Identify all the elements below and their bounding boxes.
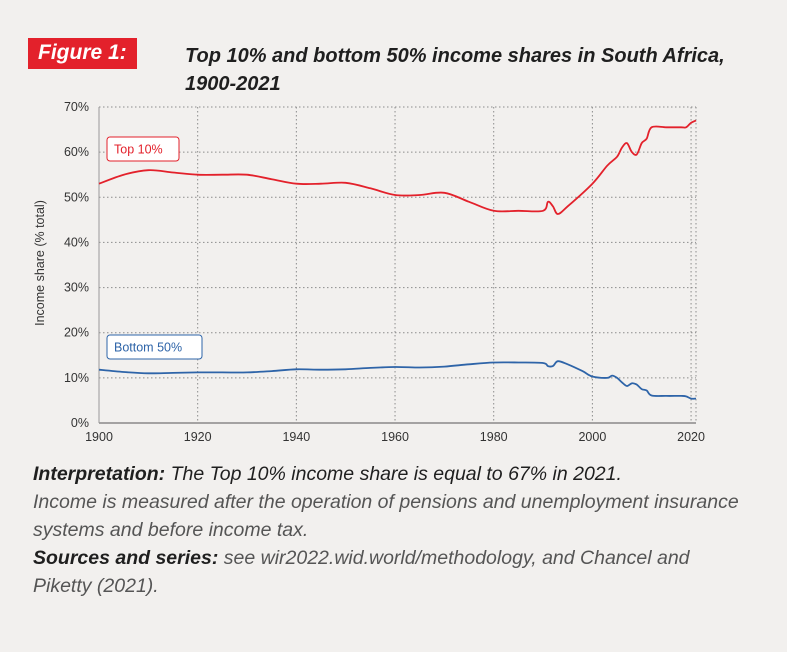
figure-title: Top 10% and bottom 50% income shares in … (185, 45, 725, 95)
y-tick-label: 50% (64, 190, 89, 204)
top10-series-line (98, 119, 697, 215)
y-axis-label: Income share (% total) (33, 200, 47, 326)
sources-label: Sources and series: (33, 547, 219, 569)
axes: 0% 10% 20% 30% 40% 50% 60% 70% 1900 1920 1940 1960 1… (64, 100, 705, 444)
x-tick-label: 2020 (677, 430, 705, 444)
y-tick-label: 70% (64, 100, 89, 114)
figure-number-badge: Figure 1: (28, 38, 137, 69)
y-tick-label: 10% (64, 371, 89, 385)
x-tick-label: 2000 (578, 430, 606, 444)
x-tick-label: 1940 (282, 430, 310, 444)
y-tick-label: 30% (64, 281, 89, 295)
bottom50-series-label-box (106, 334, 203, 360)
x-tick-label: 1960 (381, 430, 409, 444)
interpretation-note: Income is measured after the operation o… (33, 491, 739, 541)
bottom50-series-label-text: Bottom 50% (114, 341, 182, 355)
x-tick-label: 1900 (85, 430, 113, 444)
x-tick-label: 1920 (184, 430, 212, 444)
interpretation-label: Interpretation: (33, 463, 166, 485)
grid-lines (99, 106, 697, 423)
sources-text: see wir2022.wid.world/methodology, and C… (33, 547, 690, 597)
line-chart: 0% 10% 20% 30% 40% 50% 60% 70% 1900 1920 1940 1960 1… (33, 100, 705, 444)
interpretation-text: The Top 10% income share is equal to 67%… (165, 463, 622, 485)
top10-series-label: Top 10% (106, 136, 180, 162)
figure-caption: Interpretation: The Top 10% income share… (33, 460, 753, 600)
top10-series-label-box (106, 136, 180, 162)
x-tick-label: 1980 (480, 430, 508, 444)
bottom50-series-line (98, 360, 697, 400)
y-tick-label: 0% (71, 416, 89, 430)
series-lines (98, 119, 697, 400)
series-labels: Top 10% Bottom 50% (106, 136, 203, 360)
top10-series-label-text: Top 10% (114, 143, 163, 157)
bottom50-series-label: Bottom 50% (106, 334, 203, 360)
y-tick-label: 40% (64, 235, 89, 249)
y-tick-label: 60% (64, 145, 89, 159)
y-tick-label: 20% (64, 326, 89, 340)
